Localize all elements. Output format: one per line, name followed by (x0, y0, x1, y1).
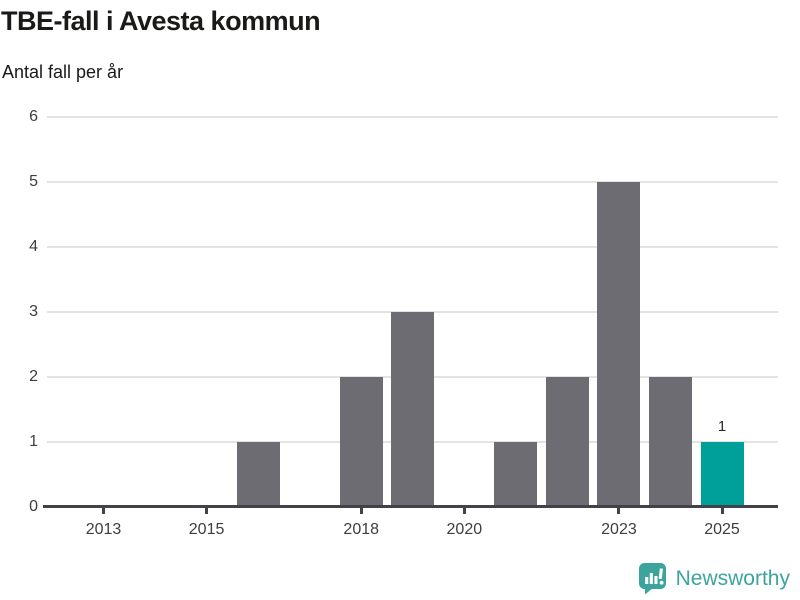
y-axis-label-6: 6 (29, 108, 38, 125)
bar-value-label: 1 (717, 418, 727, 435)
newsworthy-logo-icon (638, 563, 666, 595)
y-axis-label-3: 3 (29, 303, 38, 320)
y-axis-label-2: 2 (29, 368, 38, 385)
bar-2025 (700, 442, 744, 507)
logo-bar-tall-icon (649, 573, 653, 584)
gridline-6 (47, 116, 778, 118)
y-axis-label-0: 0 (29, 498, 38, 515)
y-axis-label-1: 1 (29, 433, 38, 450)
y-axis-label-5: 5 (29, 173, 38, 190)
x-axis-baseline (43, 505, 778, 508)
bar-2023 (597, 182, 641, 507)
x-axis-tick-2015 (205, 508, 209, 514)
x-axis-tick-2013 (102, 508, 105, 514)
x-axis-tick-2023 (617, 508, 621, 514)
x-axis-label-2013: 2013 (85, 521, 122, 538)
bar-2022 (545, 377, 589, 507)
logo-bar-small-icon (644, 577, 648, 584)
bar-2019 (391, 312, 435, 507)
logo-exclamation-dot-icon (659, 580, 664, 585)
x-axis-label-2023: 2023 (601, 521, 637, 538)
brand-footer: Newsworthy (638, 562, 790, 595)
chart-subtitle: Antal fall per år (2, 62, 124, 82)
x-axis-label-2020: 2020 (446, 521, 483, 538)
x-axis-tick-2020 (462, 508, 466, 514)
bar-2018 (339, 377, 383, 507)
gridline-5 (47, 181, 778, 183)
x-axis-tick-2025 (720, 508, 724, 514)
bar-2021 (494, 442, 538, 507)
x-axis-label-2018: 2018 (343, 521, 380, 538)
y-axis-label-4: 4 (29, 238, 38, 255)
bar-2016 (236, 442, 280, 507)
logo-bar-medium-icon (654, 576, 658, 584)
x-axis-tick-2018 (359, 508, 363, 514)
brand-name: Newsworthy (675, 566, 790, 590)
gridline-4 (47, 246, 778, 248)
x-axis-label-2015: 2015 (188, 521, 225, 538)
bar-2024 (648, 377, 692, 507)
x-axis-label-2025: 2025 (704, 521, 740, 538)
chart-title: TBE-fall i Avesta kommun (1, 6, 321, 36)
logo-exclamation-stroke-icon (658, 568, 663, 580)
